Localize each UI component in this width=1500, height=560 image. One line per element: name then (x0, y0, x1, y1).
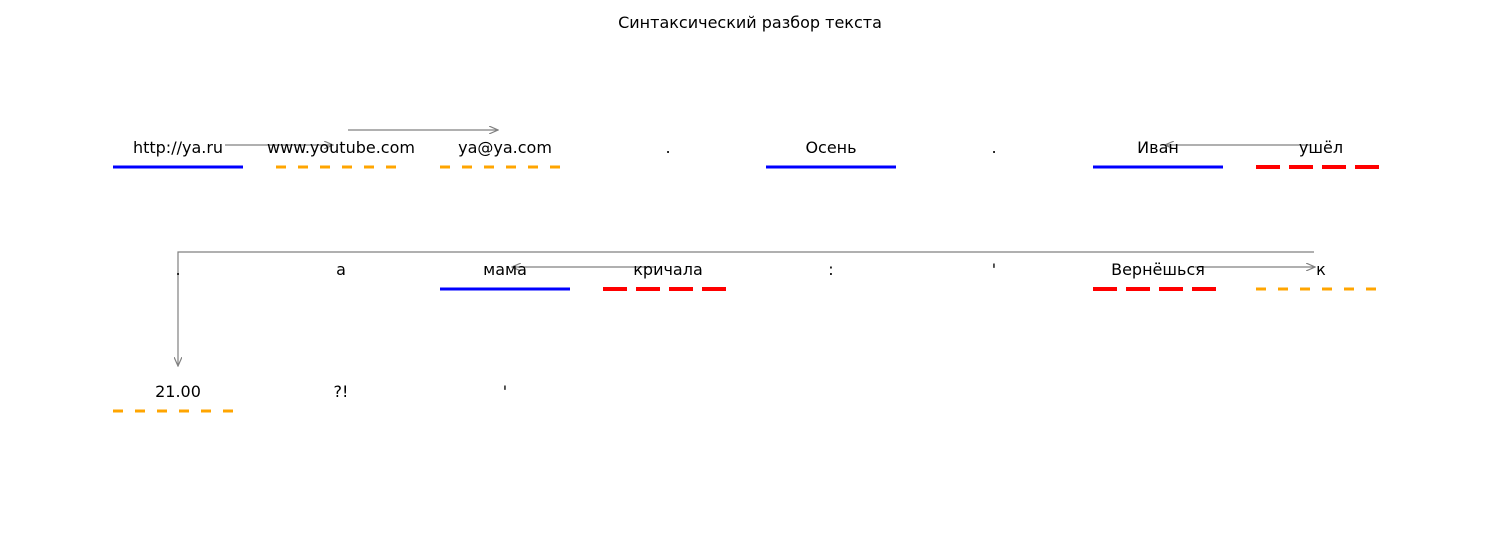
word-token: а (336, 260, 346, 279)
link-arrow (178, 251, 1314, 366)
word-token: ya@ya.com (458, 138, 552, 157)
word-token: Вернёшься (1111, 260, 1205, 279)
word-token: : (828, 260, 834, 279)
word-token: кричала (633, 260, 703, 279)
word-token: ?! (333, 382, 349, 401)
word-token: к (1316, 260, 1326, 279)
word-token: Осень (805, 138, 857, 157)
word-token: мама (483, 260, 527, 279)
word-token: . (175, 260, 181, 279)
word-token: . (665, 138, 671, 157)
word-token: . (991, 138, 997, 157)
word-token: Иван (1137, 138, 1179, 157)
word-token: ' (991, 260, 997, 279)
word-token: http://ya.ru (132, 138, 224, 157)
word-token: ' (502, 382, 508, 401)
diagram-title: Синтаксический разбор текста (618, 13, 882, 32)
word-token: ушёл (1298, 138, 1344, 157)
word-token: 21.00 (155, 382, 201, 401)
word-token: www.youtube.com (267, 138, 415, 157)
